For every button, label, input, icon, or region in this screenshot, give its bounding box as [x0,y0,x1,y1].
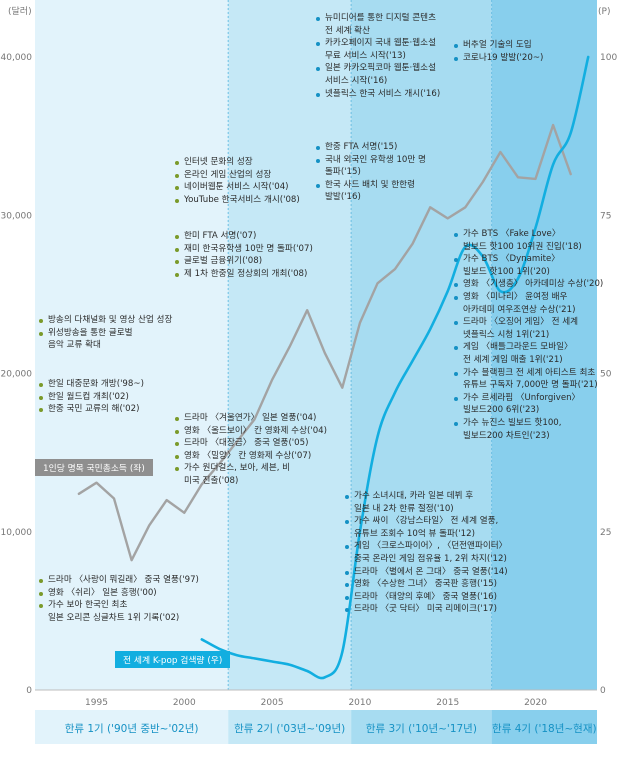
annotation-item: 드라마 〈사랑이 뭐길래〉 중국 열풍('97) [39,574,199,587]
annotation-item: 네이버웹툰 서비스 시작('04) [175,181,300,194]
x-tick-label: 2015 [436,698,459,708]
era-label-box-3 [351,710,492,744]
annotation-item: 위성방송을 통한 글로벌 음악 교류 확대 [39,327,172,352]
era-band-4 [491,0,597,690]
annotation-item: 일본 카카오픽코마 웹툰·웹소설 서비스 시작('16) [316,62,440,87]
annotation-item: 버추얼 기술의 도입 [454,39,543,52]
era-label-box-4 [491,710,597,744]
annotation-item: 넷플릭스 한국 서비스 개시('16) [316,88,440,101]
era-label-3: 한류 3기 ('10년~'17년) [366,723,477,735]
annotation-item: 드라마 〈굿 닥터〉 미국 리메이크('17) [345,603,508,616]
era-label-4: 한류 4기 ('18년~현재) [492,723,597,735]
annotation-block-era2-content: 드라마 〈겨울연가〉 일본 열풍('04) 영화 〈올드보이〉 칸 영화제 수상(… [175,412,327,488]
y-left-tick-label: 20,000 [1,370,33,380]
era-label-box-1 [35,710,229,744]
annotation-item: 가수 블랙핑크 전 세계 아티스트 최초 유튜브 구독자 7,000만 명 돌파… [454,367,603,392]
annotation-block-era4-industry: 버추얼 기술의 도입 코로나19 발발('20~) [454,39,543,64]
kpop-search-series-line [200,55,590,680]
x-tick-label: 2010 [348,698,371,708]
x-tick-label: 1995 [85,698,108,708]
gni-series-tag: 1인당 명목 국민총소득 (좌) [35,459,153,476]
annotation-item: 한일 대중문화 개방('98~) [39,378,144,391]
x-tick-label: 2020 [524,698,547,708]
annotation-item: 가수 소녀시대, 카라 일본 데뷔 후 일본 내 2차 한류 절정('10) [345,490,508,515]
annotation-item: 한중 FTA 서명('15) [316,141,426,154]
era-label-box-2 [228,710,352,744]
annotation-item: 방송의 다채널화 및 영상 산업 성장 [39,314,172,327]
annotation-item: 뉴미디어를 통한 디지털 콘텐츠 전 세계 확산 [316,12,440,37]
era-label-1: 한류 1기 ('90년 중반~'02년) [65,723,199,735]
x-tick-label: 2005 [261,698,284,708]
y-right-tick-label: 75 [600,211,611,221]
annotation-item: 드라마 〈태양의 후예〉 중국 열풍('16) [345,591,508,604]
kpop-series-tag: 전 세계 K-pop 검색량 (우) [115,651,231,668]
annotation-block-era3-content: 가수 소녀시대, 카라 일본 데뷔 후 일본 내 2차 한류 절정('10) 가수… [345,490,508,616]
annotation-item: 글로벌 금융위기('08) [175,255,313,268]
annotation-item: 게임 〈배틀그라운드 모바일〉 전 세계 게임 매출 1위('21) [454,341,603,366]
annotation-item: 인터넷 문화의 성장 [175,156,300,169]
annotation-block-era4-content: 가수 BTS 〈Fake Love〉 빌보드 핫100 10위권 진입('18)… [454,228,603,442]
annotation-item: 영화 〈수상한 그녀〉 중국판 흥행('15) [345,578,508,591]
y-right-tick-label: 25 [600,528,611,538]
annotation-item: 온라인 게임 산업의 성장 [175,169,300,182]
annotation-item: 한미 FTA 서명('07) [175,230,313,243]
annotation-item: YouTube 한국서비스 개시('08) [175,194,300,207]
annotation-block-era1-industry: 방송의 다채널화 및 영상 산업 성장 위성방송을 통한 글로벌 음악 교류 확대 [39,314,172,352]
annotation-item: 영화 〈밀양〉 칸 영화제 수상('07) [175,450,327,463]
annotation-item: 코로나19 발발('20~) [454,52,543,65]
y-right-tick-label: 100 [600,53,617,63]
annotation-item: 드라마 〈오징어 게임〉 전 세계 넷플릭스 시청 1위('21) [454,316,603,341]
x-tick-label: 2000 [173,698,196,708]
y-left-tick-label: 40,000 [1,53,33,63]
annotation-block-era2-industry: 인터넷 문화의 성장 온라인 게임 산업의 성장 네이버웹툰 서비스 시작('04)… [175,156,300,206]
annotation-item: 가수 BTS 〈Fake Love〉 빌보드 핫100 10위권 진입('18) [454,228,603,253]
annotation-item: 가수 르세라핌 〈Unforgiven〉 빌보드200 6위('23) [454,392,603,417]
y-left-unit: (달러) [8,5,32,17]
annotation-block-era1-policy: 한일 대중문화 개방('98~) 한일 월드컵 개최('02) 한중 국민 교류의 … [39,378,144,416]
annotation-block-era2-policy: 한미 FTA 서명('07) 재미 한국유학생 10만 명 돌파('07) 글로벌 … [175,230,313,280]
y-left-tick-label: 30,000 [1,211,33,221]
annotation-item: 한중 국민 교류의 해('02) [39,403,144,416]
annotation-item: 제 1차 한중일 정상회의 개최('08) [175,268,313,281]
era-band-1 [35,0,229,690]
annotation-item: 드라마 〈겨울연가〉 일본 열풍('04) [175,412,327,425]
annotation-item: 가수 원더걸스, 보아, 세븐, 비 미국 진출('08) [175,462,327,487]
annotation-item: 국내 외국인 유학생 10만 명 돌파('15) [316,154,426,179]
annotation-block-era3-policy: 한중 FTA 서명('15) 국내 외국인 유학생 10만 명 돌파('15) 한국… [316,141,426,204]
annotation-block-era1-content: 드라마 〈사랑이 뭐길래〉 중국 열풍('97) 영화 〈쉬리〉 일본 흥행('0… [39,574,199,624]
annotation-item: 가수 BTS 〈Dynamite〉 빌보드 핫100 1위('20) [454,253,603,278]
annotation-item: 한국 사드 배치 및 한한령 발발('16) [316,179,426,204]
y-right-tick-label: 50 [600,370,612,380]
y-left-tick-label: 0 [26,686,32,696]
y-left-tick-label: 10,000 [1,528,33,538]
annotation-item: 카카오페이지 국내 웹툰·웹소설 무료 서비스 시작('13) [316,37,440,62]
annotation-item: 재미 한국유학생 10만 명 돌파('07) [175,243,313,256]
annotation-item: 영화 〈기생충〉 아카데미상 수상('20) [454,278,603,291]
annotation-item: 드라마 〈별에서 온 그대〉 중국 열풍('14) [345,566,508,579]
era-label-2: 한류 2기 ('03년~'09년) [234,723,345,735]
annotation-item: 가수 보아 한국인 최초 일본 오리콘 싱글차트 1위 기록('02) [39,599,199,624]
y-right-tick-label: 0 [600,686,606,696]
annotation-item: 드라마 〈대장금〉 중국 열풍('05) [175,437,327,450]
annotation-block-era3-industry: 뉴미디어를 통한 디지털 콘텐츠 전 세계 확산 카카오페이지 국내 웹툰·웹소설… [316,12,440,100]
annotation-item: 영화 〈쉬리〉 일본 흥행('00) [39,587,199,600]
annotation-item: 가수 뉴진스 빌보드 핫100, 빌보드200 차트인('23) [454,417,603,442]
annotation-item: 영화 〈미나리〉 윤여정 배우 아카데미 여우조연상 수상('21) [454,291,603,316]
annotation-item: 영화 〈올드보이〉 칸 영화제 수상('04) [175,425,327,438]
annotation-item: 가수 싸이 〈강남스타일〉 전 세계 열풍, 유튜브 조회수 10억 뷰 돌파(… [345,515,508,540]
annotation-item: 한일 월드컵 개최('02) [39,391,144,404]
y-right-unit: (P) [598,7,610,17]
gni-series-line [77,123,572,562]
annotation-item: 게임 〈크로스파이어〉, 〈던전앤파이터〉 중국 온라인 게임 점유율 1, 2… [345,540,508,565]
